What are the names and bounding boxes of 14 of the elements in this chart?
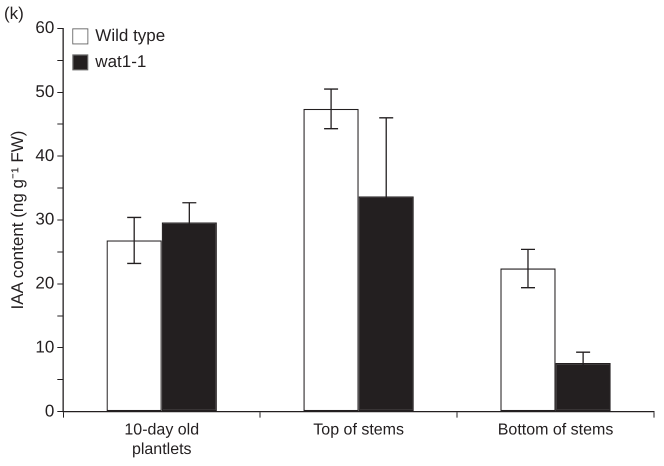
y-tick-label: 40	[35, 146, 54, 165]
y-tick-label: 50	[35, 82, 54, 101]
y-tick-label: 0	[44, 401, 54, 420]
legend-label: Wild type	[95, 26, 166, 46]
y-tick-label: 60	[35, 18, 54, 38]
y-tick-label: 10	[35, 337, 54, 356]
y-axis-title: IAA content (ng g⁻¹ FW)	[8, 130, 27, 310]
y-tick-label: 20	[35, 274, 54, 293]
x-tick-label: Top of stems	[313, 422, 404, 439]
y-tick-label: 30	[35, 210, 54, 229]
x-tick-label: 10-day old plantlets	[124, 422, 200, 458]
legend-label: wat1-1	[94, 52, 146, 72]
x-tick-label: Bottom of stems	[498, 422, 614, 439]
chart-title: (k)	[4, 4, 24, 23]
